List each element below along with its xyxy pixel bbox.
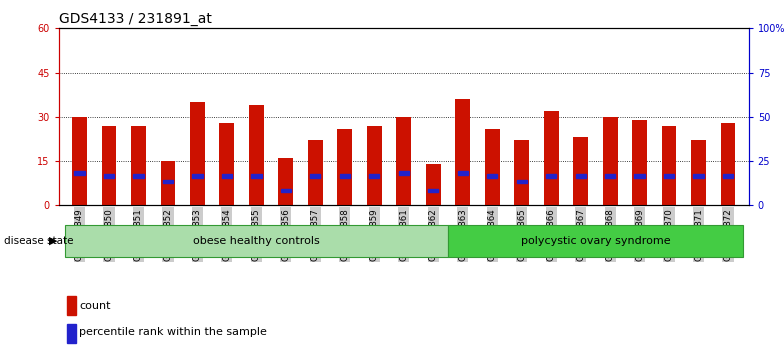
Bar	[161, 161, 176, 205]
Bar	[369, 174, 379, 178]
Bar	[133, 174, 143, 178]
Bar	[102, 126, 116, 205]
Bar	[278, 158, 293, 205]
Bar	[220, 123, 234, 205]
Bar	[485, 129, 499, 205]
Text: disease state: disease state	[4, 236, 74, 246]
Bar	[458, 171, 468, 175]
Bar	[428, 189, 438, 192]
Bar	[251, 174, 262, 178]
Bar	[603, 117, 618, 205]
Bar	[397, 117, 411, 205]
Bar	[605, 174, 615, 178]
Bar	[662, 126, 677, 205]
Bar	[131, 126, 146, 205]
Bar	[163, 180, 173, 183]
Bar	[103, 174, 114, 178]
Bar	[74, 171, 85, 175]
Bar	[544, 111, 558, 205]
Text: GDS4133 / 231891_at: GDS4133 / 231891_at	[59, 12, 212, 26]
Bar	[573, 137, 588, 205]
Bar	[632, 120, 647, 205]
Bar	[575, 174, 586, 178]
Bar	[546, 174, 557, 178]
Bar	[190, 102, 205, 205]
Bar	[249, 105, 263, 205]
Bar	[426, 164, 441, 205]
Bar	[222, 174, 232, 178]
Text: ▶: ▶	[49, 236, 58, 246]
Bar	[664, 174, 674, 178]
Bar	[310, 174, 321, 178]
Bar	[337, 129, 352, 205]
Bar	[281, 189, 291, 192]
Bar	[398, 171, 409, 175]
Bar	[693, 174, 704, 178]
Bar	[723, 174, 733, 178]
Bar	[448, 225, 742, 257]
Bar	[517, 180, 527, 183]
Bar	[514, 141, 529, 205]
Text: count: count	[79, 301, 111, 310]
Bar	[691, 141, 706, 205]
Bar	[339, 174, 350, 178]
Bar	[72, 117, 87, 205]
Text: percentile rank within the sample: percentile rank within the sample	[79, 327, 267, 337]
Bar	[308, 141, 323, 205]
Text: polycystic ovary syndrome: polycystic ovary syndrome	[521, 236, 670, 246]
Bar	[367, 126, 382, 205]
Bar	[634, 174, 644, 178]
Text: obese healthy controls: obese healthy controls	[193, 236, 320, 246]
Bar	[720, 123, 735, 205]
Bar	[192, 174, 202, 178]
Bar	[65, 225, 448, 257]
Bar	[487, 174, 497, 178]
Bar	[456, 99, 470, 205]
